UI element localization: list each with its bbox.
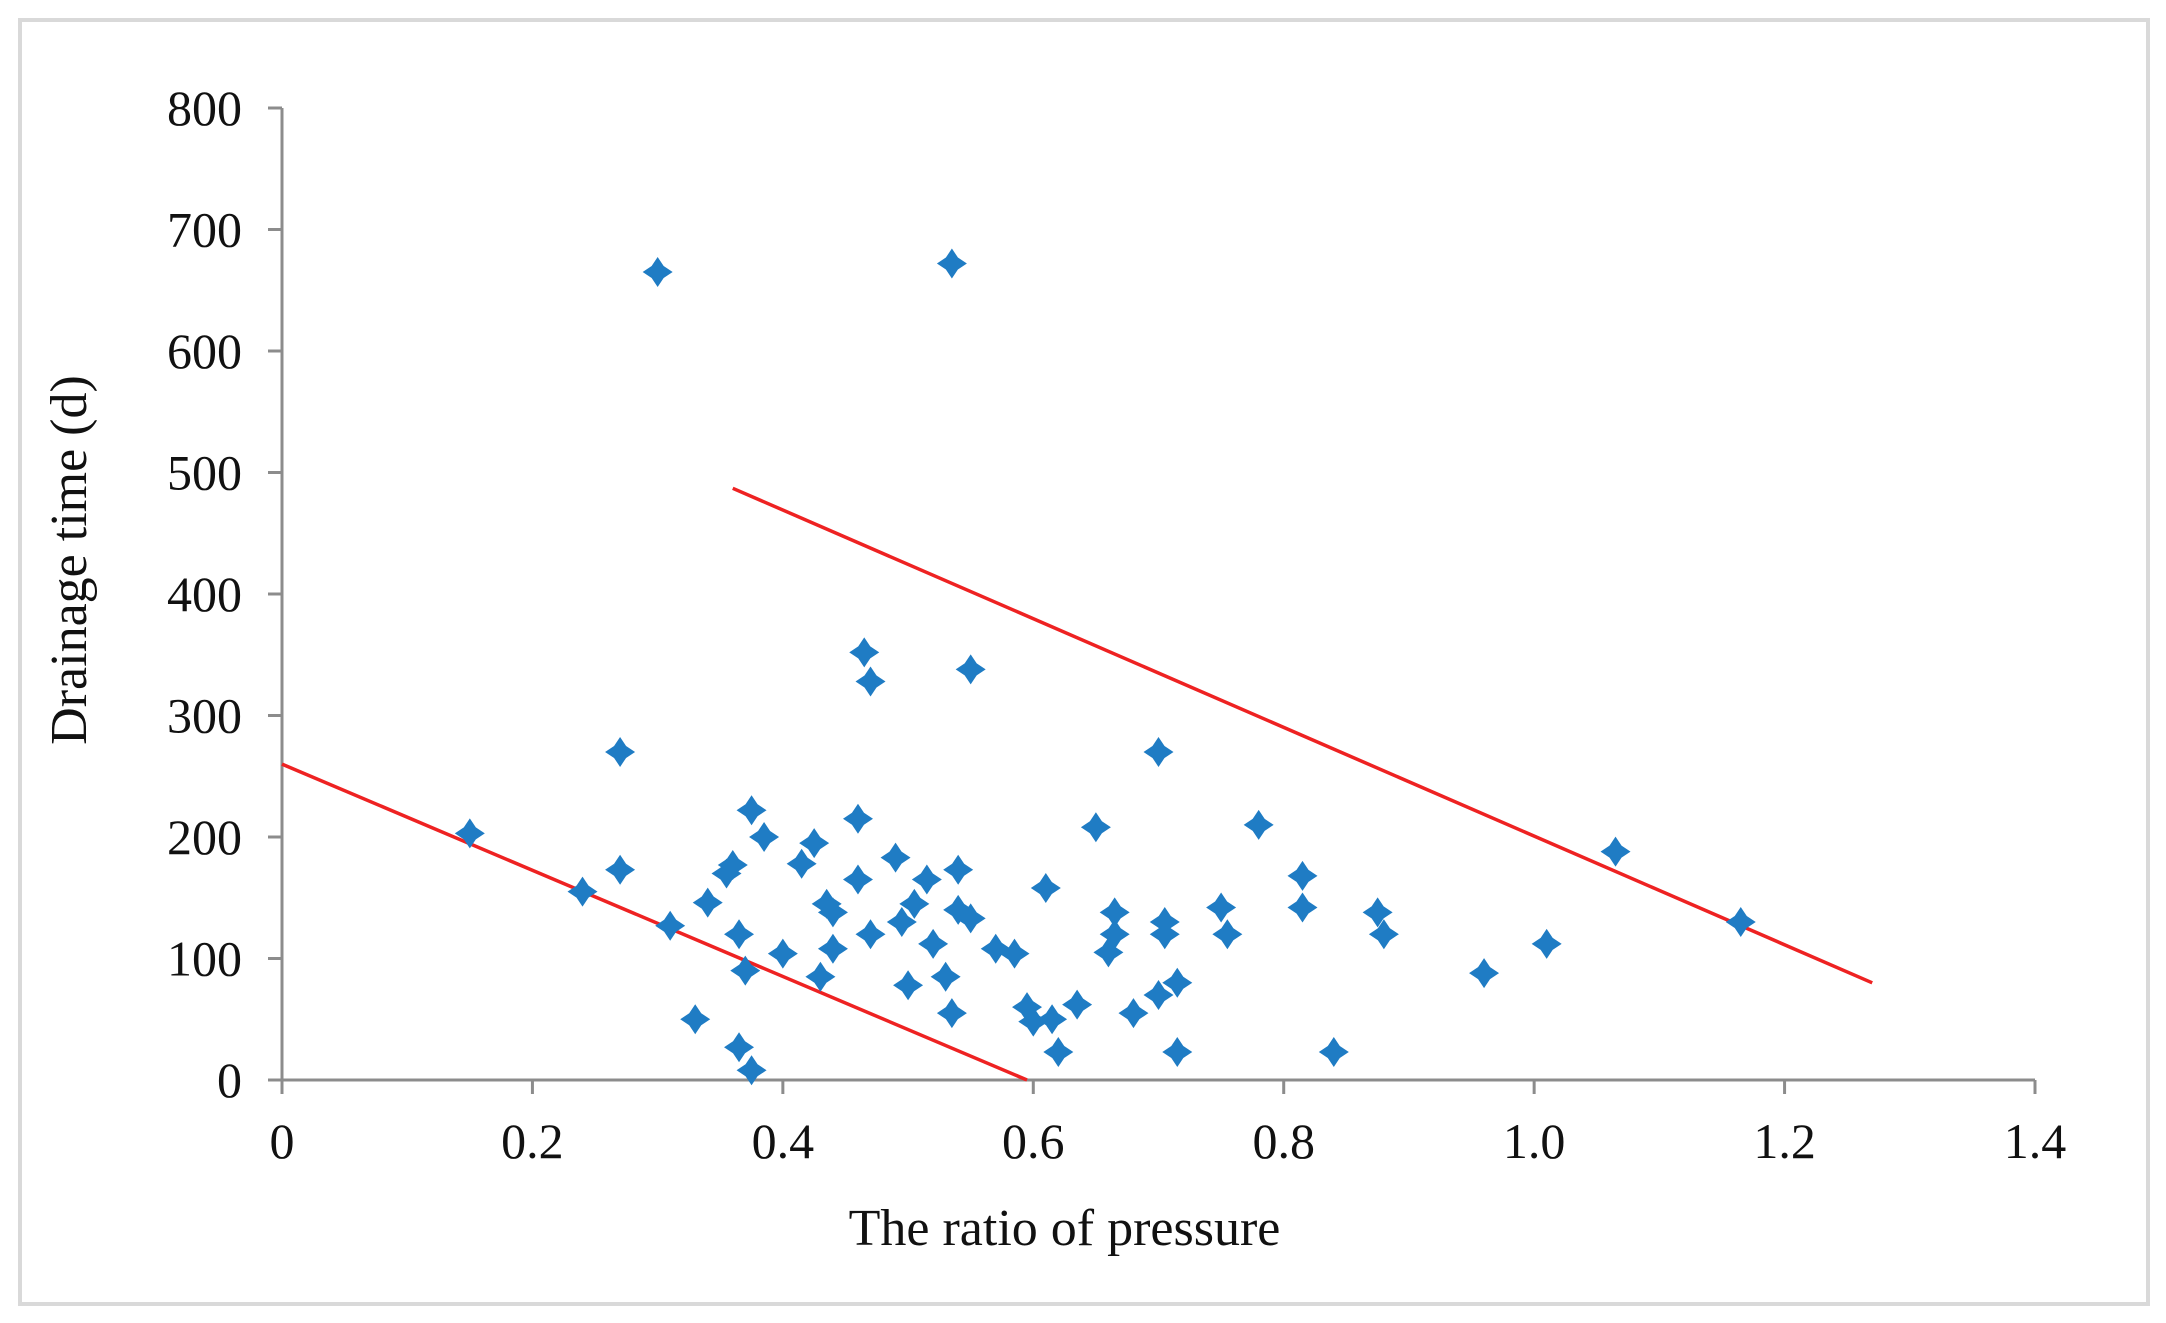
- data-point: [1287, 860, 1318, 891]
- data-point: [730, 955, 761, 986]
- data-point: [1162, 967, 1193, 998]
- y-tick-label: 700: [167, 202, 242, 258]
- data-point: [842, 803, 873, 834]
- data-point: [1287, 892, 1318, 923]
- data-point: [955, 903, 986, 934]
- data-point: [724, 919, 755, 950]
- y-tick-label: 200: [167, 809, 242, 865]
- data-point: [724, 1032, 755, 1063]
- data-point: [943, 894, 974, 925]
- data-point: [642, 257, 673, 288]
- data-point: [1162, 1037, 1193, 1068]
- data-point: [655, 910, 686, 941]
- data-point: [1243, 809, 1274, 840]
- data-point: [1080, 812, 1111, 843]
- data-point: [1018, 1006, 1049, 1037]
- data-point: [1143, 979, 1174, 1010]
- data-point: [1531, 928, 1562, 959]
- data-point: [955, 654, 986, 685]
- y-tick-label: 400: [167, 566, 242, 622]
- data-point: [936, 248, 967, 279]
- data-point: [855, 919, 886, 950]
- data-point: [1212, 919, 1243, 950]
- x-tick-label: 0.8: [1252, 1113, 1315, 1169]
- x-tick-label: 1.2: [1753, 1113, 1816, 1169]
- data-point: [893, 970, 924, 1001]
- data-point: [1030, 873, 1061, 904]
- x-axis-title: The ratio of pressure: [849, 1200, 1281, 1257]
- data-point: [1149, 919, 1180, 950]
- data-point: [1099, 897, 1130, 928]
- data-point: [1469, 958, 1500, 989]
- x-tick-label: 0.4: [752, 1113, 815, 1169]
- data-point: [749, 822, 780, 852]
- data-point: [943, 854, 974, 885]
- data-point: [1012, 992, 1043, 1023]
- data-point: [786, 848, 817, 879]
- data-point: [1099, 919, 1130, 950]
- data-point: [1368, 919, 1399, 950]
- data-point: [1725, 907, 1756, 938]
- data-point: [680, 1004, 711, 1035]
- data-point: [936, 998, 967, 1029]
- y-tick-label: 100: [167, 931, 242, 987]
- data-point: [880, 842, 911, 873]
- y-tick-label: 800: [167, 80, 242, 136]
- data-point: [1600, 836, 1631, 867]
- data-point: [918, 928, 949, 959]
- data-point: [799, 828, 830, 859]
- data-point: [454, 818, 485, 849]
- data-point: [805, 961, 836, 992]
- data-point: [930, 961, 961, 992]
- data-point: [1037, 1004, 1068, 1035]
- data-point: [711, 858, 742, 889]
- data-point: [980, 933, 1011, 964]
- data-point: [736, 1055, 767, 1086]
- y-axis-title: Drainage time (d): [41, 375, 98, 745]
- data-point: [567, 876, 598, 907]
- x-tick-label: 0.2: [501, 1113, 564, 1169]
- data-point: [999, 938, 1030, 969]
- y-tick-label: 600: [167, 323, 242, 379]
- x-tick-label: 0.6: [1002, 1113, 1065, 1169]
- x-tick-label: 1.0: [1503, 1113, 1566, 1169]
- data-point: [911, 864, 942, 895]
- data-point: [1062, 989, 1093, 1020]
- data-point: [767, 938, 798, 969]
- y-tick-label: 0: [217, 1052, 242, 1108]
- data-point: [1206, 892, 1237, 923]
- data-point: [692, 887, 723, 918]
- data-point: [605, 854, 636, 885]
- data-point: [1118, 998, 1149, 1029]
- data-point: [817, 897, 848, 928]
- data-point: [1143, 736, 1174, 767]
- y-tick-label: 500: [167, 445, 242, 501]
- data-point: [886, 907, 917, 938]
- trend-line: [281, 762, 1028, 1082]
- data-point: [855, 666, 886, 697]
- data-point: [842, 864, 873, 895]
- x-tick-label: 0: [270, 1113, 295, 1169]
- data-point: [1043, 1037, 1074, 1068]
- y-tick-label: 300: [167, 688, 242, 744]
- x-tick-label: 1.4: [2004, 1113, 2067, 1169]
- trend-line: [732, 486, 1873, 985]
- data-point: [605, 736, 636, 767]
- data-point: [899, 888, 930, 919]
- data-point: [817, 933, 848, 964]
- data-point: [1093, 937, 1124, 968]
- data-point: [1318, 1037, 1349, 1068]
- data-point: [811, 888, 842, 919]
- data-point: [849, 637, 880, 668]
- data-point: [1362, 897, 1393, 928]
- data-point: [717, 849, 748, 880]
- data-point: [736, 795, 767, 826]
- chart-frame: [18, 18, 2150, 1306]
